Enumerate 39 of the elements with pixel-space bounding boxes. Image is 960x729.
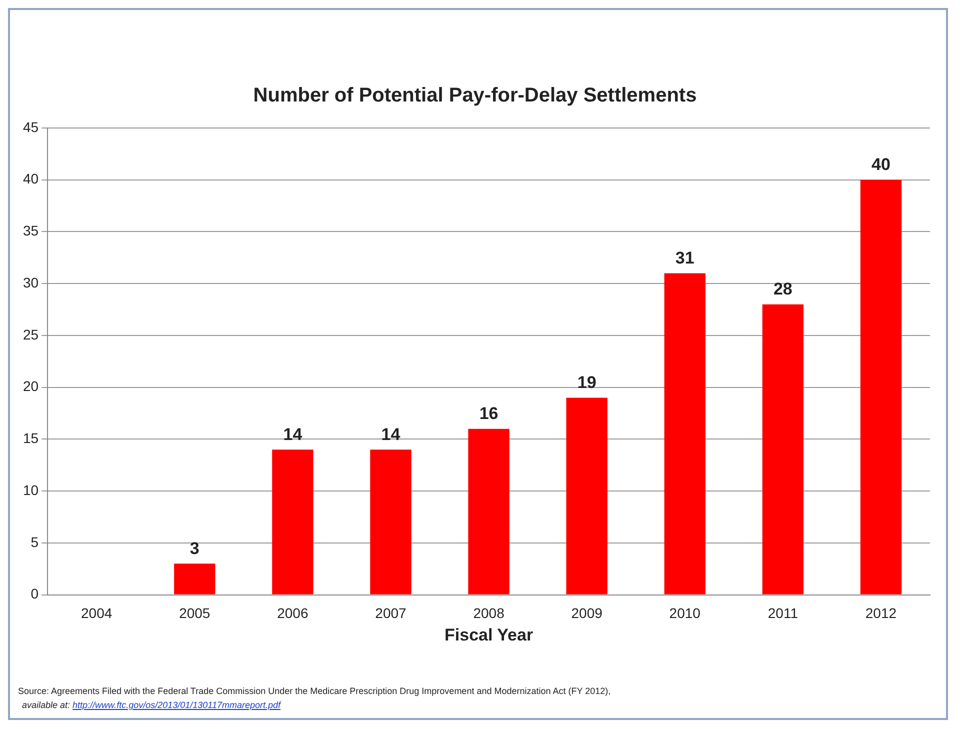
chart-title: Number of Potential Pay-for-Delay Settlements (253, 84, 697, 107)
bar (566, 398, 608, 594)
y-tick-label: 40 (22, 170, 39, 187)
bar (860, 180, 902, 594)
y-tick-label: 0 (30, 586, 39, 602)
x-tick-label: 2009 (571, 605, 603, 622)
y-tick-label: 25 (22, 326, 39, 342)
data-label: 14 (283, 424, 303, 444)
data-label: 28 (773, 280, 792, 299)
data-label: 31 (675, 248, 694, 268)
data-label: 19 (577, 372, 596, 392)
x-tick-label: 2005 (179, 605, 210, 622)
text: available at: http://www.ftc.gov/os/2013/01/130117mmareport.pdf (21, 699, 282, 712)
x-tick-label: 2004 (81, 605, 112, 622)
x-tick-label: 2012 (865, 605, 897, 622)
x-tick-label: 2011 (768, 605, 798, 622)
data-label: 14 (381, 424, 401, 444)
bar (370, 450, 412, 594)
source-note: Source: Agreements Filed with the Federal Trade Commission Under the Medicare Prescription Drug Improvement and Modernization Act (FY 2012), (18, 685, 611, 698)
bar (468, 428, 510, 594)
bar (664, 273, 706, 594)
x-axis-title: Fiscal Year (444, 625, 534, 644)
bar (272, 450, 314, 594)
x-tick-label: 2006 (277, 605, 308, 622)
bar (174, 564, 216, 594)
bar (762, 304, 804, 594)
y-tick-label: 10 (22, 482, 39, 498)
y-tick-label: 30 (22, 274, 39, 290)
data-label: 16 (479, 404, 498, 424)
y-tick-label: 45 (22, 118, 39, 135)
x-tick-label: 2010 (669, 605, 701, 622)
x-tick-label: 2007 (375, 605, 407, 622)
y-tick-label: 20 (22, 378, 39, 394)
x-tick-label: 2008 (473, 605, 505, 622)
y-tick-label: 5 (30, 534, 39, 550)
data-label: 3 (190, 538, 200, 558)
y-tick-label: 15 (22, 430, 39, 446)
y-tick-label: 35 (22, 222, 39, 239)
data-label: 40 (872, 155, 890, 174)
